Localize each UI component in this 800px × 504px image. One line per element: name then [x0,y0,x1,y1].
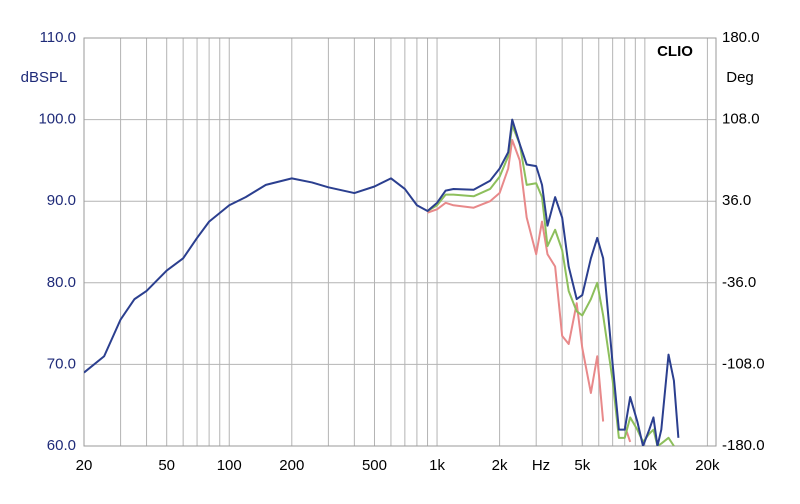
x-tick-label: 200 [279,457,304,474]
y-tick-label: 110.0 [40,29,76,46]
y-tick-label: 80.0 [47,274,76,291]
y2-tick-label: 36.0 [722,192,751,209]
y-axis-label: dBSPL [21,69,68,86]
x-tick-label: 50 [158,457,175,474]
y2-tick-label: -36.0 [722,274,756,291]
y2-axis-label: Deg [726,69,754,86]
y-tick-label: 100.0 [38,111,76,128]
y2-tick-label: 108.0 [722,111,760,128]
y-tick-label: 90.0 [47,192,76,209]
y2-tick-label: -180.0 [722,437,765,454]
x-tick-label: 20k [695,457,720,474]
x-tick-label: 500 [362,457,387,474]
annotation: CLIO [657,43,693,60]
series-line [427,124,675,446]
x-tick-label: 20 [76,457,93,474]
x-tick-label: 1k [429,457,445,474]
x-tick-label: 10k [633,457,658,474]
y-tick-label: 70.0 [47,355,76,372]
y2-tick-label: -108.0 [722,355,765,372]
y-tick-label: 60.0 [47,437,76,454]
y2-tick-label: 180.0 [722,29,760,46]
x-tick-label: 2k [492,457,508,474]
x-tick-label: 5k [574,457,590,474]
plot-frame [83,37,717,447]
x-axis-label: Hz [532,457,550,474]
series-line [84,118,680,446]
x-tick-label: 100 [217,457,242,474]
